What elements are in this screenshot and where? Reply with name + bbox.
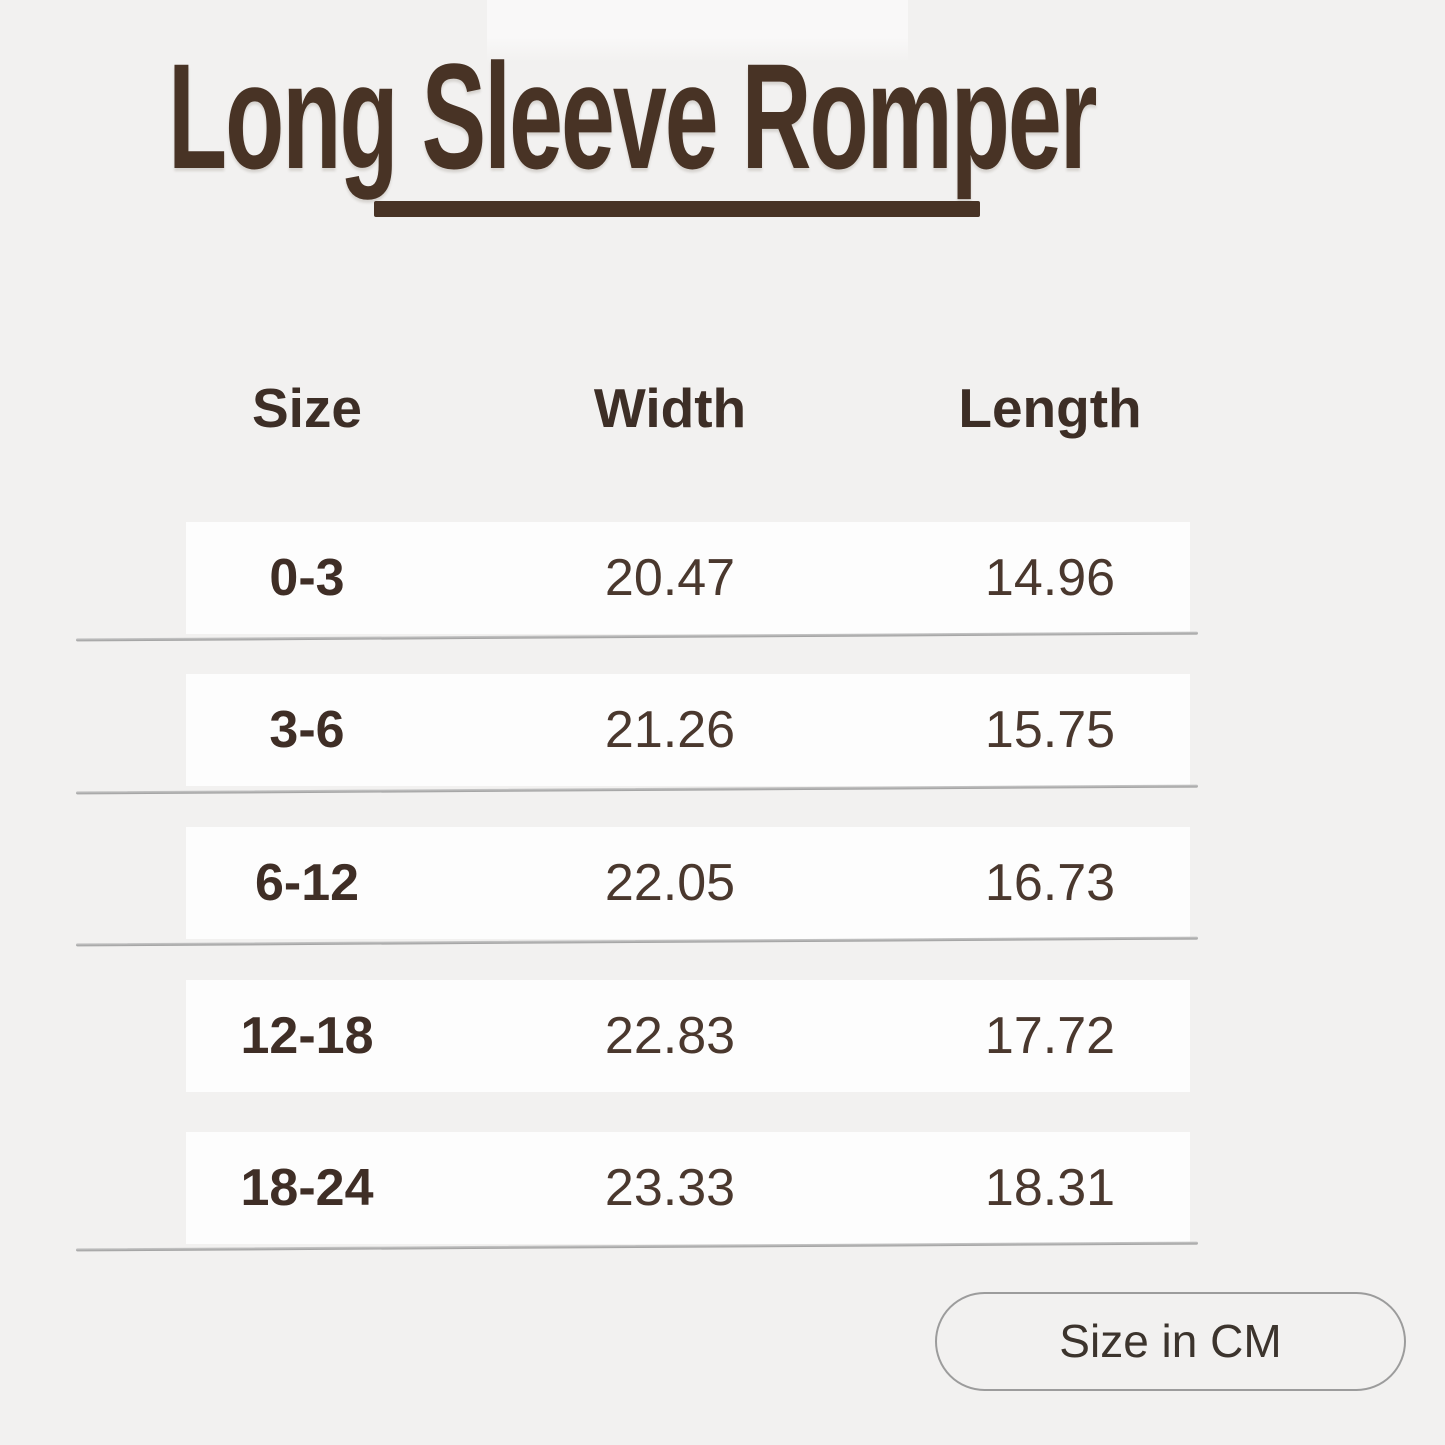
column-header-width: Width [593,377,747,439]
size-cell: 0-3 [269,549,345,607]
column-header-length: Length [958,377,1142,439]
width-cell: 21.26 [604,701,736,759]
table-row: 6-12 22.05 16.73 [186,827,1190,939]
length-cell: 18.31 [984,1159,1116,1217]
table-row: 12-18 22.83 17.72 [186,980,1190,1092]
size-unit-label: Size in CM [1059,1315,1282,1367]
table-row: 3-6 21.26 15.75 [186,674,1190,786]
table-row: 0-3 20.47 14.96 [186,522,1190,634]
size-unit-badge: Size in CM [935,1292,1406,1391]
length-cell: 14.96 [984,549,1116,607]
size-cell: 3-6 [269,701,345,759]
width-cell: 22.05 [604,854,736,912]
width-cell: 22.83 [604,1007,736,1065]
length-cell: 16.73 [984,854,1116,912]
length-cell: 17.72 [984,1007,1116,1065]
size-cell: 12-18 [240,1007,374,1065]
title-underline [374,201,980,217]
page-title-block: Long Sleeve Romper [168,30,1445,203]
length-cell: 15.75 [984,701,1116,759]
width-cell: 23.33 [604,1159,736,1217]
top-highlight-rectangle [487,0,908,62]
size-cell: 18-24 [240,1159,374,1217]
column-header-size: Size [251,377,363,439]
table-row: 18-24 23.33 18.31 [186,1132,1190,1244]
page-title: Long Sleeve Romper [168,32,1097,200]
row-divider [76,784,1198,795]
size-cell: 6-12 [254,854,360,912]
width-cell: 20.47 [604,549,736,607]
